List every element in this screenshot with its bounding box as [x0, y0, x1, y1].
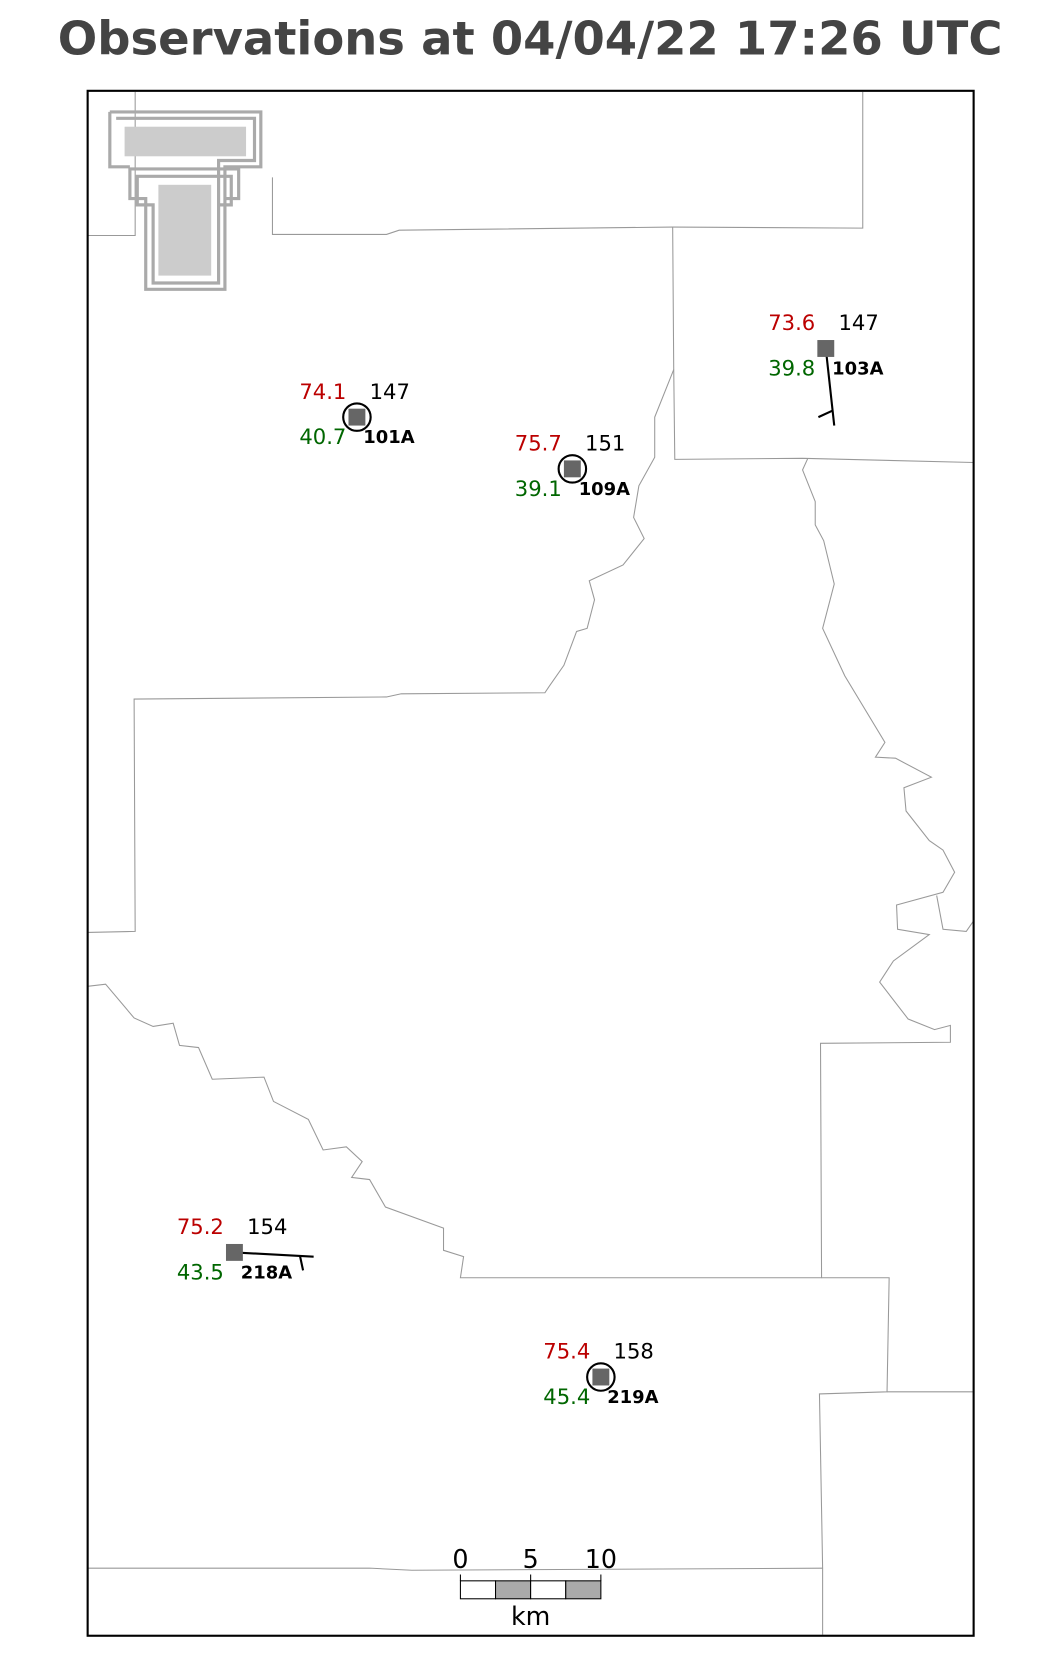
temperature: 73.6: [768, 310, 815, 335]
station-marker: [592, 1368, 610, 1386]
dewpoint: 39.8: [768, 356, 815, 381]
scale-bar: 0 5 10 km: [452, 1544, 617, 1631]
wind-barbs: [234, 348, 836, 1271]
dewpoint: 40.7: [299, 424, 346, 449]
scale-label: 0: [452, 1544, 468, 1574]
calm-circle: [586, 1362, 616, 1392]
station-marker: [563, 460, 581, 478]
scale-unit: km: [511, 1601, 550, 1631]
temperature: 74.1: [299, 379, 346, 404]
pressure: 154: [247, 1214, 287, 1239]
dewpoint: 45.4: [543, 1384, 590, 1409]
pressure: 147: [370, 379, 410, 404]
temperature: 75.4: [543, 1339, 590, 1364]
station: 75.7 39.1 151 109A: [515, 431, 630, 501]
scale-segment: [495, 1580, 532, 1600]
calm-circle: [342, 402, 372, 432]
station-id: 219A: [607, 1387, 658, 1408]
station: 75.2 43.5 154 218A: [177, 1214, 292, 1284]
temperature: 75.7: [515, 431, 562, 456]
station: 73.6 39.8 147 103A: [768, 310, 883, 380]
station-id: 101A: [363, 427, 414, 448]
scale-segment: [459, 1580, 497, 1600]
scale-label: 10: [585, 1544, 617, 1574]
temperature: 75.2: [177, 1214, 224, 1239]
map-frame: [86, 89, 975, 1637]
station-marker: [348, 408, 366, 426]
station: 74.1 40.7 147 101A: [299, 379, 414, 449]
scale-label: 5: [523, 1544, 539, 1574]
station: 75.4 45.4 158 219A: [543, 1339, 658, 1409]
station-id: 109A: [579, 479, 630, 500]
scale-segment: [530, 1580, 567, 1600]
station-marker: [817, 340, 835, 357]
dewpoint: 39.1: [515, 476, 562, 501]
station-marker: [225, 1243, 243, 1261]
calm-circle: [557, 454, 588, 484]
station-id: 218A: [241, 1263, 292, 1284]
logo: [108, 110, 263, 291]
county-borders: [87, 91, 975, 1635]
title: Observations at 04/04/22 17:26 UTC: [58, 12, 1003, 66]
pressure: 147: [838, 310, 878, 335]
pressure: 151: [585, 431, 625, 456]
station-plots: 74.1 40.7 147 101A 75.7 39.1 151 109A 73.6 39.8 14…: [177, 310, 884, 1409]
dewpoint: 43.5: [177, 1260, 224, 1285]
pressure: 158: [614, 1339, 654, 1364]
scale-segment: [565, 1580, 602, 1600]
station-id: 103A: [832, 359, 883, 380]
